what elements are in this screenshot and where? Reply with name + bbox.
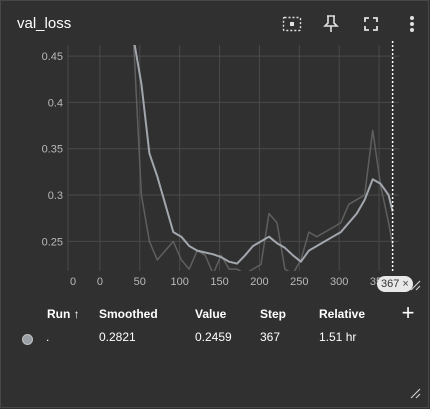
run-color-swatch[interactable]	[22, 334, 33, 345]
chart-series	[133, 45, 394, 271]
y-tick-label: 0.3	[48, 190, 63, 202]
more-vert-icon[interactable]	[400, 12, 424, 36]
x-tick-label: 50	[134, 276, 146, 288]
smoothed-value: 0.2821	[99, 330, 136, 344]
header-relative[interactable]: Relative	[319, 307, 366, 321]
y-axis-labels: 0.25 0.3 0.35 0.4 0.45	[42, 51, 63, 248]
fit-domain-icon[interactable]	[280, 12, 304, 36]
header-run[interactable]: Run ↑	[47, 307, 80, 321]
x-tick-label: 250	[290, 276, 308, 288]
x-tick-label: 100	[170, 276, 188, 288]
x-tick-label: 300	[330, 276, 348, 288]
run-name: .	[46, 330, 50, 344]
step-badge-value: 367	[381, 278, 400, 290]
raw-series-line	[133, 45, 394, 271]
x-tick-label: 200	[250, 276, 268, 288]
header-value[interactable]: Value	[195, 307, 227, 321]
y-tick-label: 0.4	[48, 97, 63, 109]
x-tick-label: 150	[210, 276, 228, 288]
x-axis-labels: 0050100150200250300350	[70, 276, 388, 288]
card-resize-handle-icon[interactable]	[409, 387, 421, 399]
fullscreen-icon[interactable]	[359, 12, 383, 36]
relative-time: 1.51 hr	[319, 330, 357, 344]
step-badge-close-icon[interactable]: ×	[402, 278, 409, 290]
step-badge[interactable]: 367 ×	[377, 276, 413, 292]
chart-grid	[67, 45, 399, 271]
y-tick-label: 0.35	[42, 144, 63, 156]
step-value: 367	[260, 330, 281, 344]
x-tick-label: 0	[97, 276, 103, 288]
header-step[interactable]: Step	[260, 307, 287, 321]
header-smoothed[interactable]: Smoothed	[99, 307, 158, 321]
line-chart[interactable]: 0.250.30.350.40.45 005010015020025030035…	[1, 41, 430, 291]
x-tick-label: 0	[70, 276, 76, 288]
pin-icon[interactable]	[319, 12, 343, 36]
card-title: val_loss	[17, 15, 72, 32]
smoothed-series-line	[133, 45, 394, 265]
add-column-button[interactable]: +	[401, 300, 415, 325]
y-tick-label: 0.25	[42, 236, 63, 248]
y-tick-label: 0.45	[42, 51, 63, 63]
chart-resize-handle-icon[interactable]	[409, 279, 421, 291]
raw-value: 0.2459	[195, 330, 232, 344]
